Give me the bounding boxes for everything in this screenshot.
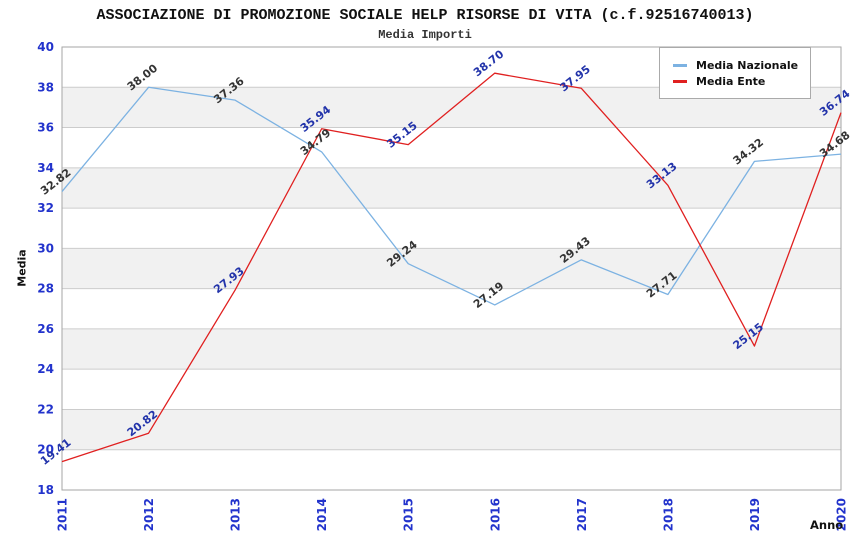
x-tick-label: 2015	[402, 498, 416, 531]
plot-border	[61, 46, 842, 491]
background-band	[62, 409, 841, 450]
x-tick-label: 2013	[229, 498, 243, 531]
series-line	[61, 72, 842, 463]
y-tick-label: 36	[37, 121, 54, 135]
x-tick-label: 2011	[56, 498, 70, 531]
y-tick-label: 26	[37, 322, 54, 336]
x-tick-label: 2018	[661, 498, 675, 531]
y-axis-title: Media	[15, 249, 29, 287]
point-value-label: 34.32	[731, 136, 766, 168]
y-tick-label: 22	[37, 402, 54, 416]
background-band	[62, 328, 841, 370]
y-tick-label: 20	[37, 443, 54, 457]
y-tick-label: 38	[37, 80, 54, 94]
chart-subtitle: Media Importi	[378, 28, 472, 42]
legend: Media Nazionale Media Ente	[659, 47, 811, 99]
legend-item-media-ente: Media Ente	[673, 75, 806, 88]
y-tick-label: 28	[37, 282, 54, 296]
x-tick-label: 2012	[142, 498, 156, 531]
background-band	[62, 167, 841, 209]
background-band	[62, 248, 841, 289]
x-tick-label: 2017	[575, 498, 589, 531]
x-tick-label: 2016	[488, 498, 502, 531]
legend-label: Media Ente	[696, 75, 766, 88]
x-tick-label: 2019	[748, 498, 762, 531]
series-line	[61, 86, 842, 306]
chart-title: ASSOCIAZIONE DI PROMOZIONE SOCIALE HELP …	[96, 7, 754, 24]
y-tick-label: 24	[37, 362, 54, 376]
y-tick-label: 30	[37, 241, 54, 255]
legend-item-media-nazionale: Media Nazionale	[673, 59, 806, 72]
x-tick-label: 2020	[835, 498, 849, 531]
media-nazionale-line-swatch	[673, 64, 687, 67]
y-tick-label: 32	[37, 201, 54, 215]
y-tick-label: 40	[37, 40, 54, 54]
y-tick-label: 34	[37, 161, 54, 175]
y-tick-label: 18	[37, 483, 54, 497]
media-ente-line-swatch	[673, 80, 687, 83]
legend-label: Media Nazionale	[696, 59, 799, 72]
x-tick-label: 2014	[315, 498, 329, 531]
x-axis-title: Anno	[810, 518, 844, 532]
